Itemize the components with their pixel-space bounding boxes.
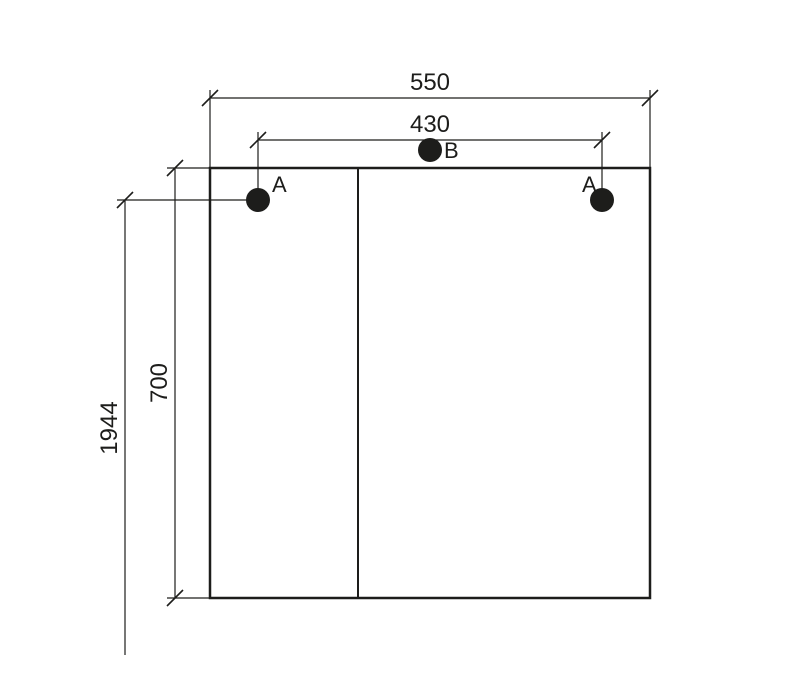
marker-A_right-label: A — [582, 172, 597, 197]
left-outer-label: 1944 — [96, 401, 123, 454]
marker-B-label: B — [444, 138, 459, 163]
top-inner-label: 430 — [410, 111, 450, 138]
top-outer-label: 550 — [410, 69, 450, 96]
marker-A_left-dot — [246, 188, 270, 212]
marker-B-dot — [418, 138, 442, 162]
marker-A_left-label: A — [272, 172, 287, 197]
cabinet-outline — [210, 168, 650, 598]
left-inner-label: 700 — [146, 363, 173, 403]
